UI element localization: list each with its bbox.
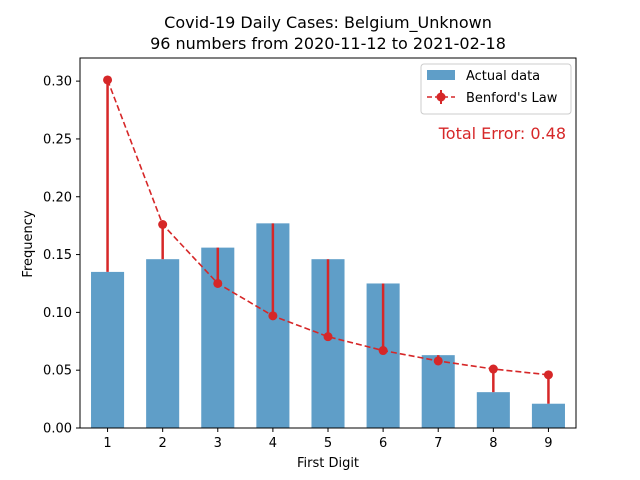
y-tick-label-0.20: 0.20 bbox=[43, 190, 72, 205]
chart-title: Covid-19 Daily Cases: Belgium_Unknown bbox=[164, 13, 492, 33]
benford-point-digit-6 bbox=[378, 346, 388, 356]
chart-subtitle: 96 numbers from 2020-11-12 to 2021-02-18 bbox=[150, 34, 506, 53]
legend-line-marker bbox=[436, 92, 446, 102]
legend-bar-swatch bbox=[427, 70, 455, 80]
benford-point-digit-2 bbox=[158, 220, 168, 229]
y-axis-label: Frequency bbox=[21, 210, 36, 277]
error-stems-group bbox=[106, 79, 550, 404]
legend: Actual data Benford's Law bbox=[420, 63, 572, 115]
legend-bar-label: Actual data bbox=[466, 69, 540, 84]
x-ticks-group: 1 2 3 4 5 6 7 8 9 bbox=[103, 428, 553, 451]
benford-point-digit-7 bbox=[433, 356, 443, 366]
x-tick-label-6: 6 bbox=[379, 436, 387, 451]
benford-line bbox=[106, 79, 549, 376]
benford-point-digit-9 bbox=[543, 370, 553, 380]
y-tick-label-0.15: 0.15 bbox=[43, 248, 72, 263]
legend-box bbox=[420, 63, 572, 115]
bar-digit-2 bbox=[146, 259, 180, 428]
x-axis-label: First Digit bbox=[297, 456, 359, 471]
y-tick-label-0.30: 0.30 bbox=[43, 75, 72, 90]
benford-point-digit-3 bbox=[213, 278, 223, 288]
total-error-annotation: Total Error: 0.48 bbox=[438, 124, 566, 143]
x-tick-label-9: 9 bbox=[544, 436, 552, 451]
x-tick-label-7: 7 bbox=[434, 436, 442, 451]
benford-line-group bbox=[103, 75, 553, 380]
legend-line-label: Benford's Law bbox=[466, 91, 558, 106]
benford-point-digit-1 bbox=[103, 75, 113, 85]
y-tick-label-0.10: 0.10 bbox=[43, 306, 72, 321]
y-tick-label-0.00: 0.00 bbox=[43, 422, 72, 437]
y-tick-label-0.05: 0.05 bbox=[43, 364, 72, 379]
x-tick-label-2: 2 bbox=[159, 436, 167, 451]
benford-point-digit-5 bbox=[323, 332, 333, 342]
x-tick-label-4: 4 bbox=[269, 436, 277, 451]
bar-digit-7 bbox=[421, 355, 455, 428]
x-tick-label-1: 1 bbox=[103, 436, 111, 451]
y-tick-label-0.25: 0.25 bbox=[43, 132, 72, 147]
benford-point-digit-8 bbox=[488, 364, 498, 374]
x-tick-label-5: 5 bbox=[324, 436, 332, 451]
x-tick-label-8: 8 bbox=[489, 436, 497, 451]
bar-digit-8 bbox=[476, 392, 510, 428]
benford-point-digit-4 bbox=[268, 311, 278, 321]
y-ticks-group: 0.00 0.05 0.10 0.15 0.20 0.25 0.30 bbox=[43, 75, 80, 437]
bar-digit-1 bbox=[91, 271, 125, 428]
bar-digit-9 bbox=[531, 403, 565, 428]
x-tick-label-3: 3 bbox=[214, 436, 222, 451]
